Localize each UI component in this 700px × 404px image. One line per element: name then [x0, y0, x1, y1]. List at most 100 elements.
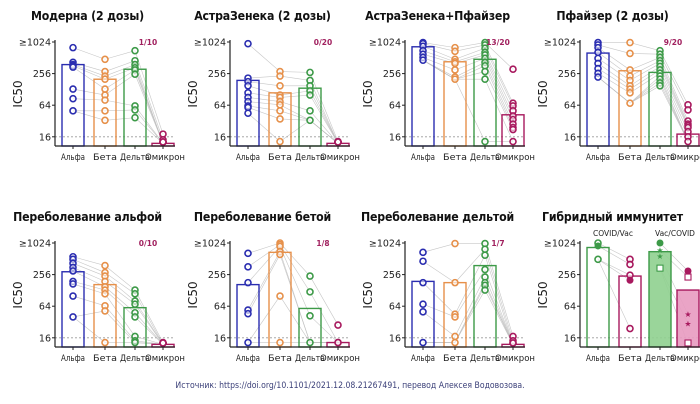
source-caption: Источник: https://doi.org/10.1101/2021.1…	[175, 381, 525, 391]
fraction-annotation: 1/8	[316, 239, 329, 248]
pairing-line	[72, 88, 106, 96]
pairing-line	[454, 289, 486, 343]
pairing-line	[659, 73, 689, 137]
pairing-line	[454, 249, 486, 283]
data-point	[306, 288, 314, 296]
data-point	[306, 272, 314, 280]
x-category-label: Бета	[93, 153, 117, 163]
x-category-label: Бета	[93, 354, 117, 364]
pairing-line	[484, 269, 514, 345]
pairing-line	[484, 44, 514, 104]
chart-panel: Модерна (2 дозы) 16 64 256 ≥1024 IC50 Альфа Бет…	[0, 0, 185, 185]
x-category-label: Дельта	[120, 153, 150, 163]
x-category-label: Дельта	[470, 354, 500, 364]
data-point	[656, 239, 664, 247]
y-tick-label: 256	[383, 69, 401, 80]
data-point	[69, 267, 77, 275]
panel-title: АстраЗенека+Пфайзер	[365, 8, 510, 23]
x-category-label: Дельта	[645, 354, 675, 364]
x-category-label: Дельта	[120, 354, 150, 364]
pairing-line	[422, 57, 456, 71]
data-point	[131, 313, 139, 321]
x-category-label: Дельта	[645, 153, 675, 163]
pairing-line	[484, 62, 514, 125]
data-point	[306, 312, 314, 320]
data-point	[101, 261, 109, 270]
pairing-line	[279, 295, 311, 343]
data-point	[684, 137, 692, 146]
data-point	[306, 116, 314, 125]
pairing-line	[454, 276, 486, 337]
pairing-line	[454, 62, 486, 78]
pairing-line	[484, 79, 514, 142]
y-tick-label: ≥1024	[19, 38, 51, 49]
pairing-line	[454, 71, 486, 80]
x-category-label: Бета	[443, 153, 467, 163]
data-point	[276, 107, 284, 115]
data-point	[131, 290, 139, 298]
data-point	[509, 339, 517, 347]
data-point	[244, 249, 252, 258]
pairing-line	[104, 310, 136, 343]
pairing-line	[484, 243, 514, 337]
x-category-label: Альфа	[586, 354, 610, 364]
data-point	[276, 292, 284, 300]
data-point	[626, 66, 634, 74]
data-point	[69, 94, 77, 103]
data-point	[159, 138, 167, 146]
pairing-line	[454, 269, 486, 318]
data-point	[451, 66, 459, 74]
pairing-line	[134, 105, 164, 144]
pairing-line	[309, 80, 339, 144]
data-point	[244, 109, 252, 118]
data-point	[276, 137, 284, 146]
pairing-line	[597, 72, 631, 94]
x-category-label: Омикрон	[320, 153, 360, 163]
y-tick-label: 256	[208, 69, 226, 80]
y-tick-label: 64	[214, 101, 226, 112]
y-tick-label: 16	[39, 333, 51, 344]
pairing-line	[247, 244, 281, 268]
y-axis-label: IC50	[536, 281, 550, 308]
x-category-label: Омикрон	[670, 153, 700, 163]
data-point	[244, 81, 252, 90]
data-point	[101, 96, 109, 104]
pairing-line	[279, 242, 311, 277]
x-category-label: Бета	[618, 354, 642, 364]
pairing-line	[484, 48, 514, 107]
pairing-line	[72, 259, 106, 273]
pairing-line	[134, 109, 164, 144]
data-point	[451, 59, 459, 68]
pairing-line	[597, 242, 631, 260]
pairing-line	[279, 246, 311, 316]
data-point	[419, 300, 427, 308]
data-point	[244, 39, 252, 48]
data-point	[481, 67, 489, 76]
pairing-line	[422, 303, 456, 318]
data-point	[101, 75, 109, 84]
y-tick-label: 256	[208, 270, 226, 281]
pairing-line	[134, 50, 164, 135]
chart-panel: Гибридный иммунитет ★ ★ ★ ★ 16 64 256 ≥1024 IC50 А…	[525, 201, 700, 386]
pairing-line	[134, 60, 164, 140]
x-category-label: Омикрон	[145, 354, 185, 364]
data-point	[509, 137, 517, 146]
pairing-line	[134, 293, 164, 345]
data-point	[69, 63, 77, 71]
pairing-line	[597, 47, 631, 71]
pairing-line	[309, 94, 339, 144]
chart-panel: АстраЗенека+Пфайзер 16 64 256 ≥1024 IC50 Альфа…	[350, 0, 535, 185]
panel-title: АстраЗенека (2 дозы)	[194, 8, 331, 23]
chart-panel: Переболевание дельтой 16 64 256 ≥1024 IC50 Аль…	[350, 201, 535, 386]
pairing-line	[134, 316, 164, 345]
pairing-line	[659, 50, 689, 105]
x-category-label: Альфа	[411, 354, 435, 364]
data-point	[594, 48, 602, 57]
pairing-line	[247, 92, 281, 98]
pairing-line	[104, 64, 136, 77]
x-category-label: Бета	[268, 354, 292, 364]
pairing-line	[104, 109, 136, 112]
pairing-line	[629, 72, 661, 94]
pairing-line	[629, 60, 661, 77]
pairing-line	[659, 69, 689, 132]
